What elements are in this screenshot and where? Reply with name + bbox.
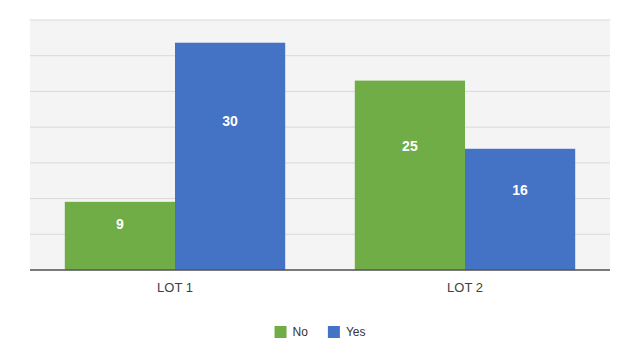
plot-background — [30, 20, 610, 270]
data-label: 30 — [222, 113, 238, 129]
bar — [175, 43, 285, 270]
grid-line — [30, 20, 610, 21]
grid-line — [30, 91, 610, 92]
bar — [465, 149, 575, 270]
legend-label: Yes — [346, 325, 366, 339]
grid — [30, 20, 610, 270]
bar — [65, 202, 175, 270]
chart-container: 9 25 30 16 LOT 1 LOT 2 No Yes — [0, 0, 640, 360]
legend-label: No — [293, 325, 309, 339]
x-tick-label: LOT 2 — [447, 280, 483, 295]
legend-swatch — [275, 326, 287, 338]
data-label: 16 — [512, 182, 528, 198]
legend-swatch — [328, 326, 340, 338]
data-labels: 9 25 30 16 — [116, 113, 528, 232]
grid-line — [30, 127, 610, 128]
chart-svg: 9 25 30 16 LOT 1 LOT 2 No Yes — [0, 0, 640, 360]
bars — [65, 43, 575, 270]
data-label: 25 — [402, 138, 418, 154]
grid-line — [30, 270, 610, 271]
x-axis-line — [30, 269, 610, 271]
grid-line — [30, 55, 610, 56]
legend: No Yes — [275, 325, 366, 339]
bar — [355, 81, 465, 270]
data-label: 9 — [116, 216, 124, 232]
x-tick-label: LOT 1 — [157, 280, 193, 295]
